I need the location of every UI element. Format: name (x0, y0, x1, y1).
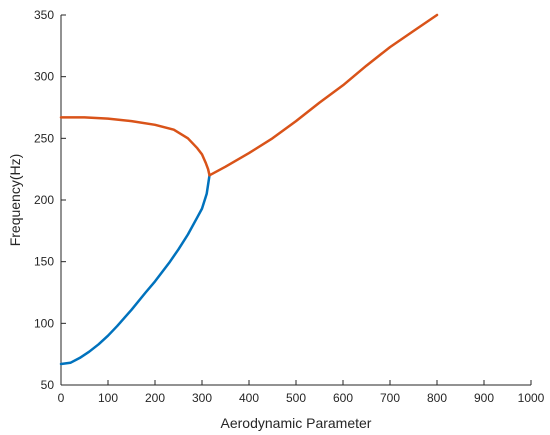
x-tick-label: 400 (239, 391, 259, 405)
y-tick-label: 200 (34, 193, 54, 207)
y-tick-label: 150 (34, 255, 54, 269)
x-tick-label: 100 (98, 391, 118, 405)
x-tick-label: 300 (192, 391, 212, 405)
y-tick-label: 350 (34, 8, 54, 22)
x-tick-label: 1000 (518, 391, 545, 405)
x-tick-label: 800 (427, 391, 447, 405)
x-axis-ticks: 0 100 200 300 400 500 600 700 800 900 1000 (58, 380, 545, 405)
x-axis-label: Aerodynamic Parameter (221, 415, 372, 431)
x-tick-label: 0 (58, 391, 65, 405)
series-line-1 (59, 174, 211, 366)
y-tick-label: 50 (41, 378, 55, 392)
y-tick-label: 300 (34, 70, 54, 84)
series-line-2 (59, 13, 439, 177)
y-axis-ticks: 50 100 150 200 250 300 350 (34, 8, 66, 392)
plot-area: 0 100 200 300 400 500 600 700 800 900 1000 50 100 15… (34, 8, 545, 405)
series-group (59, 13, 439, 366)
x-tick-label: 900 (474, 391, 494, 405)
x-tick-label: 500 (286, 391, 306, 405)
x-tick-label: 600 (333, 391, 353, 405)
y-tick-label: 100 (34, 316, 54, 330)
y-axis-label: Frequency(Hz) (7, 154, 23, 247)
x-tick-label: 700 (380, 391, 400, 405)
y-tick-label: 250 (34, 131, 54, 145)
x-tick-label: 200 (145, 391, 165, 405)
